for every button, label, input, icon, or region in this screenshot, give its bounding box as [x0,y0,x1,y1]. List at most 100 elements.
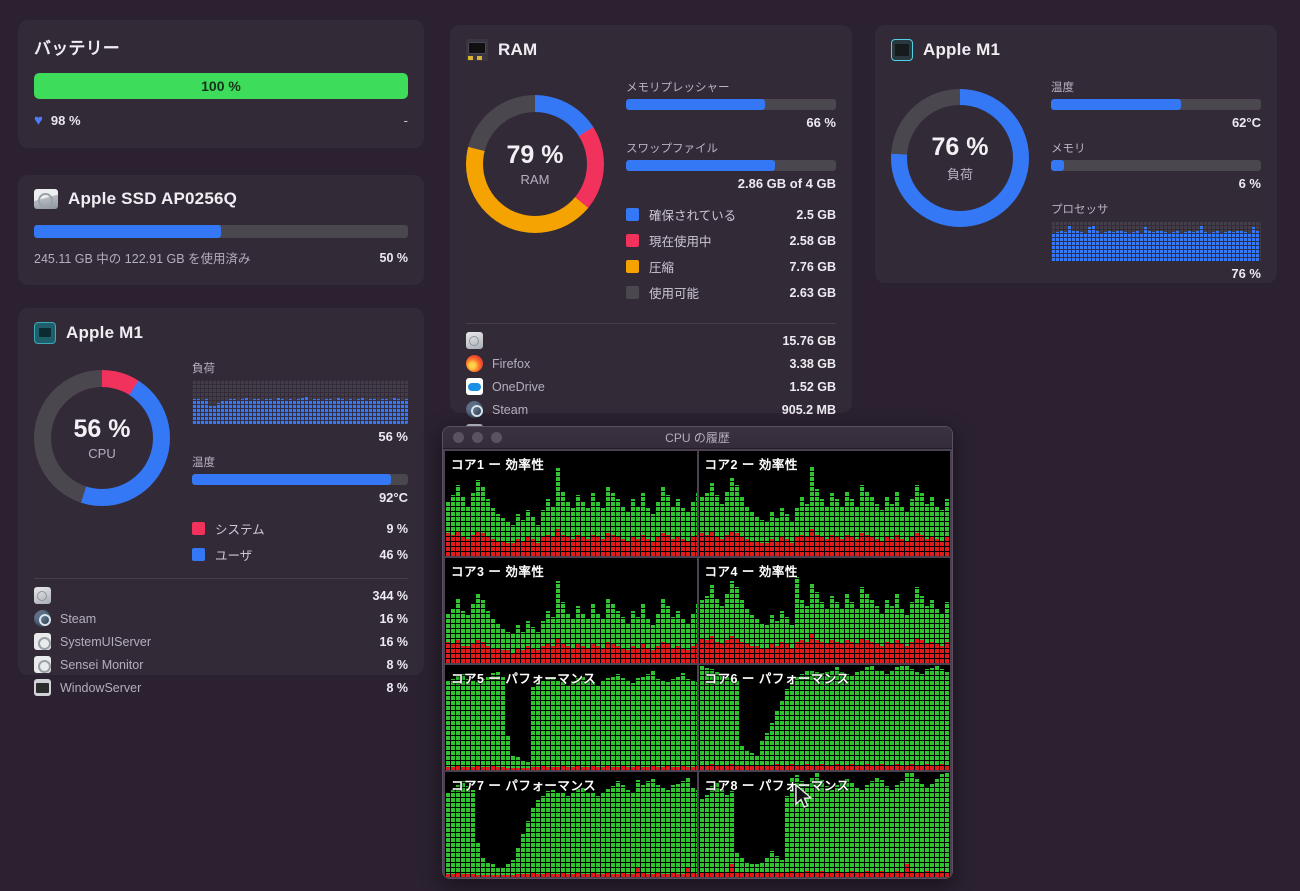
ram-card-header: RAM [466,39,836,61]
ram-card-title: RAM [498,40,538,59]
systemuiserver-icon [34,633,51,650]
gpu-card-header: Apple M1 [891,39,1261,61]
process-value: 16 % [379,634,409,649]
legend-label: 確保されている [649,209,737,223]
ssd-card: Apple SSD AP0256Q 245.11 GB 中の 122.91 GB… [18,175,424,285]
cpu-core-panel-1[interactable]: コア1 ー 効率性 [445,451,697,556]
ram-pressure-value: 66 % [806,115,836,130]
ram-legend: 確保されている 2.5 GB 現在使用中 2.58 GB 圧縮 7.76 GB 使用可能 2.… [626,205,836,302]
ram-card: RAM 79 % RAM メモリプレッシャー 66 % スワップファイル 2.8… [450,25,852,441]
process-row[interactable]: WindowServer 8 % [34,679,408,696]
process-row[interactable]: OneDrive 1.52 GB [466,378,836,395]
ram-process-list: 15.76 GB Firefox 3.38 GB OneDrive 1.52 GB Ste… [466,332,836,441]
process-name: Steam [60,611,97,626]
ssd-percent-label: 50 % [379,250,409,265]
steam-icon [34,610,51,627]
ram-swap-bar [626,160,836,171]
gpu-load-donut: 76 % 負荷 [891,89,1029,227]
firefox-icon [466,355,483,372]
cpu-history-titlebar[interactable]: CPU の履歴 [443,427,952,449]
battery-card-title: バッテリー [34,39,120,58]
cpu-donut-label: CPU [88,446,116,461]
cpu-core-grid: コア1 ー 効率性 コア2 ー 効率性コア3 ー 効率性 コア4 ー 効率性コア5 … [443,449,952,878]
legend-label: ユーザ [215,549,253,563]
battery-time-label: - [403,113,408,128]
cpu-card-title: Apple M1 [66,323,144,342]
cpu-core-panel-2[interactable]: コア2 ー 効率性 [698,451,950,556]
process-row[interactable]: 15.76 GB [466,332,836,349]
process-row[interactable]: SystemUIServer 16 % [34,633,408,650]
zoom-button[interactable] [491,432,502,443]
legend-value: 9 % [386,521,408,536]
cpu-core-panel-6[interactable]: コア6 ー パフォーマンス [698,665,950,770]
battery-level-label: 100 % [201,78,241,94]
cpu-load-history-chart [192,380,408,424]
legend-value: 2.5 GB [796,207,836,222]
cpu-core-title: コア1 ー 効率性 [451,458,545,472]
gpu-chip-icon [891,39,913,61]
process-value: 905.2 MB [781,402,836,417]
gpu-memory-label: メモリ [1051,143,1086,155]
cpu-history-window[interactable]: CPU の履歴 コア1 ー 効率性 コア2 ー 効率性コア3 ー 効率性 コア4 ー… [442,426,953,879]
internal-drive-icon [466,332,483,349]
legend-value: 2.58 GB [789,233,836,248]
process-name: SystemUIServer [60,634,151,649]
gpu-donut-value: 76 % [931,133,989,161]
legend-label: 現在使用中 [649,235,712,249]
cpu-core-title: コア2 ー 効率性 [704,458,798,472]
cpu-core-title: コア6 ー パフォーマンス [704,672,850,686]
gpu-processor-value: 76 % [1231,266,1261,281]
cpu-core-panel-8[interactable]: コア8 ー パフォーマンス [698,772,950,877]
gpu-card: Apple M1 76 % 負荷 温度 62°C メモリ 6 % プロセッサ [875,25,1277,283]
cpu-core-panel-7[interactable]: コア7 ー パフォーマンス [445,772,697,877]
gpu-donut-label: 負荷 [946,167,973,182]
cpu-core-title: コア3 ー 効率性 [451,565,545,579]
minimize-button[interactable] [472,432,483,443]
cpu-core-title: コア4 ー 効率性 [704,565,798,579]
process-value: 344 % [372,588,408,603]
legend-swatch [626,234,639,247]
legend-label: システム [215,523,265,537]
window-traffic-lights[interactable] [453,432,502,443]
process-row[interactable]: 344 % [34,587,408,604]
cpu-legend: システム 9 % ユーザ 46 % [192,519,408,564]
ram-donut-value: 79 % [506,141,564,169]
gpu-memory-bar [1051,160,1261,171]
onedrive-icon [466,378,483,395]
process-row[interactable]: Steam 905.2 MB [466,401,836,418]
process-row[interactable]: Steam 16 % [34,610,408,627]
cpu-card: Apple M1 56 % CPU 負荷 56 % 温度 92°C シ [18,308,424,696]
process-value: 3.38 GB [789,356,836,371]
legend-value: 2.63 GB [789,285,836,300]
ram-donut-label: RAM [520,172,550,187]
cpu-temperature-bar [192,474,408,485]
cpu-core-title: コア8 ー パフォーマンス [704,779,850,793]
close-button[interactable] [453,432,464,443]
battery-level-bar: 100 % [34,73,408,99]
legend-swatch [192,548,205,561]
cpu-load-value: 56 % [378,429,408,444]
process-value: 15.76 GB [782,333,836,348]
cpu-card-divider [34,578,408,579]
process-row[interactable]: Firefox 3.38 GB [466,355,836,372]
legend-swatch [626,286,639,299]
ram-pressure-label: メモリプレッシャー [626,82,730,94]
ssd-usage-bar [34,225,408,238]
battery-card: バッテリー 100 % ♥ 98 % - [18,20,424,148]
cpu-temp-label: 温度 [192,457,215,469]
process-row[interactable]: Sensei Monitor 8 % [34,656,408,673]
cpu-core-panel-4[interactable]: コア4 ー 効率性 [698,558,950,663]
cpu-process-list: 344 % Steam 16 % SystemUIServer 16 % Sensei M… [34,587,408,696]
legend-swatch [626,260,639,273]
gpu-memory-value: 6 % [1238,176,1261,191]
legend-swatch [626,208,639,221]
windowserver-icon [34,679,51,696]
gpu-processor-history-chart [1051,221,1261,261]
gpu-temperature-bar [1051,99,1261,110]
legend-item: システム 9 % [192,519,408,538]
process-value: 16 % [379,611,409,626]
cpu-core-panel-3[interactable]: コア3 ー 効率性 [445,558,697,663]
ssd-card-header: Apple SSD AP0256Q [34,189,408,209]
cpu-core-panel-5[interactable]: コア5 ー パフォーマンス [445,665,697,770]
process-value: 1.52 GB [789,379,836,394]
